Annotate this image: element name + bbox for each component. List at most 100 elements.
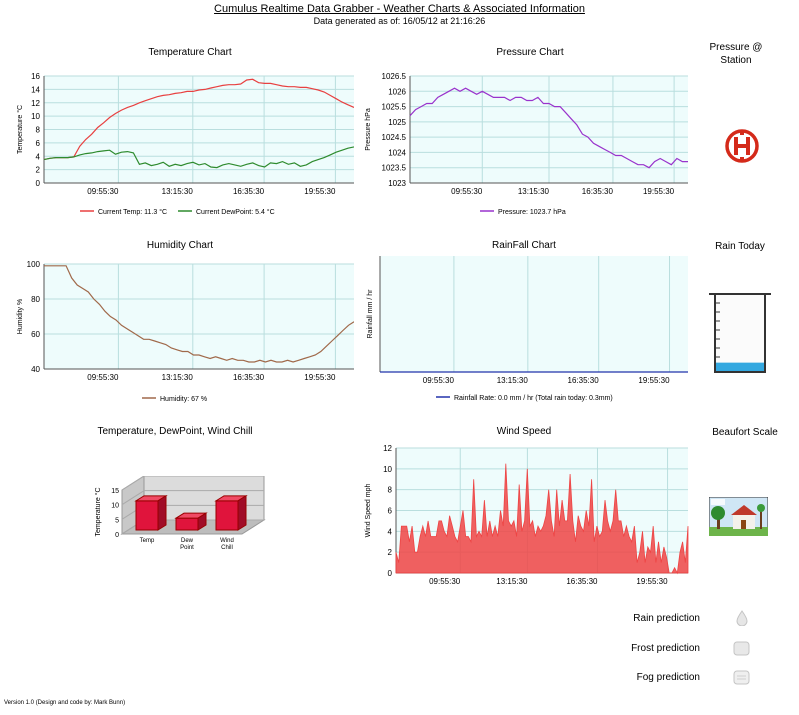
y-axis-label: Temperature °C bbox=[16, 105, 24, 154]
y-tick-label: 1024 bbox=[388, 148, 406, 157]
wind-speed-chart: 0 2 4 6 8 10 12 09:55:30 13:15:30 16:35:30 19:55:3… bbox=[365, 444, 689, 586]
y-axis-label: Humidity % bbox=[17, 299, 24, 334]
x-tick-label: 16:35:30 bbox=[566, 577, 598, 586]
x-tick-label: 13:15:30 bbox=[497, 376, 529, 385]
y-axis-label: Rainfall mm / hr bbox=[367, 289, 374, 339]
pressure-chart: 1023 1023.5 1024 1024.5 1025 1025.5 1026 1026.5… bbox=[365, 72, 688, 216]
x-tick-label: 16:35:30 bbox=[233, 373, 265, 382]
legend-label: Pressure: 1023.7 hPa bbox=[498, 209, 566, 216]
x-tick-label: 09:55:30 bbox=[87, 187, 119, 196]
legend-label: Humidity: 67 % bbox=[160, 396, 207, 403]
rain-prediction-label: Rain prediction bbox=[633, 613, 700, 624]
x-tick-label: 09:55:30 bbox=[429, 577, 461, 586]
y-tick-label: 4 bbox=[36, 152, 41, 161]
y-tick-label: 1025.5 bbox=[382, 103, 407, 112]
fog-icon bbox=[733, 670, 750, 685]
x-tick-label: 19:55:30 bbox=[636, 577, 668, 586]
rain-today-title: Rain Today bbox=[715, 241, 765, 252]
gauge-water bbox=[715, 362, 765, 372]
y-tick-label: 10 bbox=[31, 112, 40, 121]
category-label: Point bbox=[180, 545, 194, 551]
x-tick-label: 19:55:30 bbox=[304, 187, 336, 196]
y-tick-label: 0 bbox=[36, 179, 41, 188]
legend-label: Current Temp: 11.3 °C bbox=[98, 208, 167, 216]
x-tick-label: 16:35:30 bbox=[568, 376, 600, 385]
bar-side bbox=[197, 512, 207, 531]
frost-prediction-label: Frost prediction bbox=[631, 643, 700, 654]
raindrop-icon bbox=[736, 610, 748, 626]
series-line-0 bbox=[44, 265, 354, 363]
gauge-outline bbox=[709, 293, 771, 373]
fog-prediction-label: Fog prediction bbox=[636, 672, 700, 683]
y-tick-label: 1026.5 bbox=[382, 72, 407, 81]
bar-side bbox=[157, 494, 167, 531]
y-axis-label: Wind Speed mph bbox=[365, 484, 372, 538]
temp-dew-chill-chart: 0 5 10 15 Temperature °C Temp DewPoint WindChil… bbox=[94, 476, 266, 551]
frost-icon bbox=[733, 641, 750, 656]
page-subtitle: Data generated as of: 16/05/12 at 21:16:… bbox=[313, 16, 486, 26]
rainfall-chart-title: RainFall Chart bbox=[492, 240, 556, 251]
series-line-0 bbox=[43, 78, 354, 161]
y-tick-label: 80 bbox=[31, 295, 40, 304]
y-tick-label: 8 bbox=[388, 486, 393, 495]
y-tick-label: 6 bbox=[388, 507, 393, 516]
temp-dew-chill-chart-title: Temperature, DewPoint, Wind Chill bbox=[97, 426, 253, 437]
y-tick-label: 16 bbox=[31, 72, 40, 81]
x-tick-label: 13:15:30 bbox=[162, 187, 194, 196]
x-tick-label: 13:15:30 bbox=[496, 577, 528, 586]
y-tick-label: 8 bbox=[36, 126, 41, 135]
bar-front-wind-chill bbox=[215, 500, 239, 531]
y-tick-label: 1024.5 bbox=[382, 133, 407, 142]
temperature-chart: 0 2 4 6 8 10 12 14 16 09:55:30 13:15:30 16:35:30 19:… bbox=[16, 72, 354, 216]
y-tick-label: 100 bbox=[27, 260, 41, 269]
page-title: Cumulus Realtime Data Grabber - Weather … bbox=[214, 3, 585, 15]
y-tick-label: 4 bbox=[388, 527, 393, 536]
x-tick-label: 19:55:30 bbox=[304, 373, 336, 382]
legend-label: Current DewPoint: 5.4 °C bbox=[196, 208, 275, 216]
plot-area bbox=[44, 264, 354, 369]
category-label: Chill bbox=[221, 545, 233, 551]
x-tick-label: 19:55:30 bbox=[638, 376, 670, 385]
y-tick-label: 1026 bbox=[388, 87, 406, 96]
series-line-0 bbox=[409, 87, 688, 169]
y-tick-label: 10 bbox=[111, 503, 119, 510]
pressure-chart-title: Pressure Chart bbox=[496, 47, 564, 58]
y-tick-label: 2 bbox=[36, 166, 41, 175]
x-tick-label: 13:15:30 bbox=[518, 187, 550, 196]
y-tick-label: 15 bbox=[111, 488, 119, 495]
y-tick-label: 0 bbox=[388, 569, 393, 578]
rainfall-chart: 09:55:30 13:15:30 16:35:30 19:55:30 Rainfall… bbox=[367, 256, 688, 402]
wind-area bbox=[395, 463, 689, 575]
high-pressure-icon bbox=[725, 129, 759, 163]
category-label: Temp bbox=[140, 538, 155, 544]
series-line-1 bbox=[43, 146, 354, 169]
y-tick-label: 60 bbox=[31, 330, 40, 339]
x-tick-label: 09:55:30 bbox=[87, 373, 119, 382]
gauge-glass bbox=[715, 294, 765, 372]
y-axis-label: Pressure hPa bbox=[365, 108, 372, 151]
humidity-chart: 40 60 80 100 09:55:30 13:15:30 16:35:30 19:55:3… bbox=[17, 260, 354, 403]
x-tick-label: 09:55:30 bbox=[423, 376, 455, 385]
x-tick-label: 09:55:30 bbox=[451, 187, 483, 196]
beaufort-title: Beaufort Scale bbox=[712, 427, 778, 438]
version-footer: Version 1.0 (Design and code by: Mark Bu… bbox=[4, 700, 126, 706]
grid-line bbox=[121, 476, 145, 491]
bar-front-dew-point bbox=[175, 517, 199, 531]
grid-line bbox=[121, 490, 145, 506]
wind-chart-title: Wind Speed bbox=[496, 426, 552, 437]
y-tick-label: 2 bbox=[388, 548, 393, 557]
x-tick-label: 16:35:30 bbox=[233, 187, 265, 196]
x-tick-label: 13:15:30 bbox=[162, 373, 194, 382]
pressure-station-title: Pressure @ Station bbox=[709, 42, 763, 66]
bar-side bbox=[237, 494, 247, 531]
y-tick-label: 40 bbox=[31, 365, 40, 374]
temperature-chart-title: Temperature Chart bbox=[148, 47, 232, 58]
y-tick-label: 1023.5 bbox=[382, 164, 407, 173]
beaufort-scale-image bbox=[709, 497, 768, 536]
x-tick-label: 19:55:30 bbox=[643, 187, 675, 196]
legend-label: Rainfall Rate: 0.0 mm / hr (Total rain t… bbox=[454, 395, 613, 402]
category-label: Wind bbox=[220, 538, 234, 544]
y-tick-label: 14 bbox=[31, 85, 40, 94]
y-tick-label: 5 bbox=[115, 517, 119, 524]
rain-gauge-icon bbox=[709, 293, 771, 373]
